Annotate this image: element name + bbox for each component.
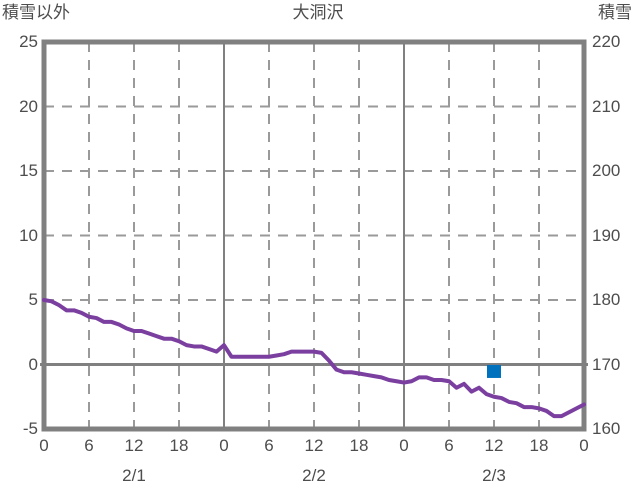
y-axis-right-tick: 160 (592, 419, 621, 438)
left-axis-unit-label: 積雪以外 (2, 3, 70, 22)
x-axis-tick: 12 (484, 436, 504, 455)
y-axis-left-tick: 10 (19, 225, 38, 245)
y-axis-left-tick: 5 (28, 290, 38, 309)
x-axis-tick: 0 (399, 436, 409, 455)
axis-frame (41, 39, 587, 432)
y-axis-right-tick: 210 (592, 96, 621, 116)
y-axis-right-tick: 200 (592, 161, 621, 180)
x-axis-tick: 18 (349, 436, 369, 455)
x-axis-tick: 18 (529, 436, 549, 455)
data-series (42, 298, 586, 419)
page-title: 大洞沢 (292, 3, 344, 22)
right-axis-unit-label: 積雪 (598, 3, 632, 22)
y-axis-right-tick: 170 (592, 354, 621, 374)
x-axis-tick: 0 (579, 436, 589, 455)
x-axis-tick: 0 (219, 436, 229, 455)
grid-lines (40, 42, 588, 429)
x-axis-day-label: 2/2 (302, 466, 326, 485)
y-axis-left-tick: 20 (19, 96, 38, 116)
x-axis-tick: 18 (169, 436, 189, 455)
y-axis-right-tick: 220 (592, 32, 621, 51)
x-axis-tick: 12 (124, 436, 144, 455)
y-axis-left-tick: 25 (19, 32, 38, 51)
y-axis-right-tick: 180 (592, 290, 621, 309)
x-axis-day-label: 2/3 (482, 466, 506, 485)
x-axis-tick: 6 (264, 436, 274, 455)
x-axis-tick: 6 (84, 436, 94, 455)
x-axis-tick: 0 (39, 436, 49, 455)
y-axis-left-tick: 0 (28, 354, 38, 374)
x-axis-tick: 6 (444, 436, 454, 455)
x-axis-tick: 12 (304, 436, 324, 455)
y-axis-left-tick: 15 (19, 161, 38, 180)
y-axis-right-tick: 190 (592, 225, 621, 245)
y-axis-left-tick: -5 (22, 419, 38, 438)
x-axis-day-label: 2/1 (122, 466, 146, 485)
